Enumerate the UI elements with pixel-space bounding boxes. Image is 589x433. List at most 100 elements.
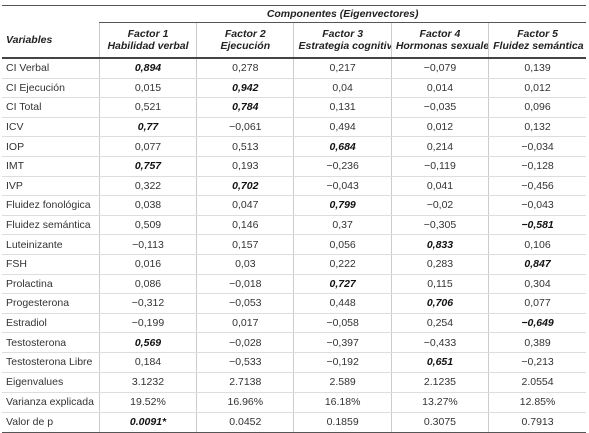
summary-value: 16.18%: [293, 392, 392, 413]
loading-cell: −0,397: [293, 332, 392, 353]
loading-cell: 0,254: [390, 313, 489, 334]
loading-cell: 0,217: [293, 58, 392, 79]
variable-cell: CI Ejecución: [2, 78, 100, 99]
summary-row: Valor de p 0.0091* 0.0452 0.1859 0.3075 0.791…: [2, 412, 586, 433]
table-row: Progesterona −0,312 −0,053 0,448 0,706 0,077: [2, 293, 586, 314]
factor-label: Hormonas sexuales: [395, 40, 489, 52]
factor-label: Habilidad verbal: [107, 40, 189, 52]
loading-cell: −0,649: [488, 313, 586, 334]
loading-cell: 0,04: [293, 78, 392, 99]
loading-cell: 0,322: [98, 176, 197, 197]
loading-cell: −0,053: [196, 293, 294, 314]
loading-cell: −0,034: [488, 136, 586, 157]
loading-cell: 0,157: [196, 234, 294, 255]
loading-cell: 0,702: [196, 176, 294, 197]
table-row: IOP 0,077 0,513 0,684 0,214 −0,034: [2, 136, 586, 157]
variable-cell: FSH: [2, 254, 100, 275]
table-row: Luteinizante −0,113 0,157 0,056 0,833 0,106: [2, 234, 586, 255]
loading-cell: −0,581: [488, 215, 586, 236]
loading-cell: 0,077: [488, 293, 586, 314]
corner: [2, 5, 100, 23]
loading-cell: −0,533: [196, 352, 294, 373]
loading-cell: 0,012: [488, 78, 586, 99]
summary-value: 0.0452: [196, 412, 294, 433]
loading-cell: 0,132: [488, 117, 586, 138]
loading-cell: 0,278: [196, 58, 294, 79]
loading-cell: 0,015: [98, 78, 197, 99]
table-row: FSH 0,016 0,03 0,222 0,283 0,847: [2, 254, 586, 275]
summary-value: 2.7138: [196, 371, 294, 393]
factor-name: Factor 3: [322, 28, 364, 40]
loading-cell: 0,706: [390, 293, 489, 314]
eigenvector-table: Componentes (Eigenvectores) Variables Fac…: [2, 5, 586, 433]
loading-cell: 0,727: [293, 274, 392, 295]
factor-label: Fluidez semántica: [493, 40, 584, 52]
factor-name: Factor 1: [127, 28, 169, 40]
loading-cell: 0,193: [196, 156, 294, 177]
loading-cell: 0,833: [390, 234, 489, 255]
variable-cell: Estradiol: [2, 313, 100, 334]
loading-cell: 0,304: [488, 274, 586, 295]
loading-cell: −0,043: [488, 195, 586, 216]
factor-label: Estrategia cognitiva: [298, 40, 392, 52]
loading-cell: 0,214: [390, 136, 489, 157]
variable-cell: IMT: [2, 156, 100, 177]
loading-cell: 0,784: [196, 97, 294, 118]
loading-cell: −0,018: [196, 274, 294, 295]
loading-cell: 0,041: [390, 176, 489, 197]
loading-cell: 0,131: [293, 97, 392, 118]
loading-cell: 0,047: [196, 195, 294, 216]
loading-cell: 0,799: [293, 195, 392, 216]
variable-cell: Testosterona: [2, 332, 100, 353]
loading-cell: −0,199: [98, 313, 197, 334]
summary-value: 16.96%: [196, 392, 294, 413]
loading-cell: 0,184: [98, 352, 197, 373]
group-header: Componentes (Eigenvectores): [99, 5, 586, 23]
loading-cell: 0,03: [196, 254, 294, 275]
loading-cell: −0,433: [390, 332, 489, 353]
loading-cell: 0,942: [196, 78, 294, 99]
summary-value: 3.1232: [98, 371, 197, 393]
summary-value: 0.1859: [293, 412, 392, 433]
variable-cell: Progesterona: [2, 293, 100, 314]
table-row: CI Ejecución 0,015 0,942 0,04 0,014 0,012: [2, 78, 586, 99]
loading-cell: 0,096: [488, 97, 586, 118]
variable-cell: Fluidez semántica: [2, 215, 100, 236]
variable-cell: CI Verbal: [2, 58, 100, 79]
summary-value: 0.0091*: [98, 412, 197, 433]
factor-name: Factor 4: [419, 28, 461, 40]
loading-cell: 0,014: [390, 78, 489, 99]
summary-label: Eigenvalues: [2, 371, 100, 393]
loading-cell: 0,139: [488, 58, 586, 79]
loading-cell: 0,77: [98, 117, 197, 138]
loading-cell: 0,086: [98, 274, 197, 295]
loading-cell: −0,312: [98, 293, 197, 314]
loading-cell: 0,012: [390, 117, 489, 138]
variable-cell: Prolactina: [2, 274, 100, 295]
table-row: IVP 0,322 0,702 −0,043 0,041 −0,456: [2, 176, 586, 197]
loading-cell: −0,128: [488, 156, 586, 177]
variable-cell: CI Total: [2, 97, 100, 118]
loading-cell: 0,37: [293, 215, 392, 236]
loading-cell: 0,283: [390, 254, 489, 275]
table-row: CI Total 0,521 0,784 0,131 −0,035 0,096: [2, 97, 586, 118]
factor-name: Factor 5: [517, 28, 558, 40]
loading-cell: 0,017: [196, 313, 294, 334]
loading-cell: 0,448: [293, 293, 392, 314]
loading-cell: −0,058: [293, 313, 392, 334]
factor-header: Factor 1 Habilidad verbal: [98, 22, 197, 59]
loading-cell: −0,236: [293, 156, 392, 177]
table-row: Prolactina 0,086 −0,018 0,727 0,115 0,304: [2, 274, 586, 295]
table-row: Testosterona Libre 0,184 −0,533 −0,192 0,651…: [2, 352, 586, 373]
factor-header: Factor 3 Estrategia cognitiva: [293, 22, 392, 59]
loading-cell: 0,222: [293, 254, 392, 275]
loading-cell: 0,894: [98, 58, 197, 79]
summary-row: Eigenvalues 3.1232 2.7138 2.589 2.1235 2.0554: [2, 371, 586, 393]
loading-cell: 0,513: [196, 136, 294, 157]
summary-value: 0.7913: [488, 412, 586, 433]
variable-cell: ICV: [2, 117, 100, 138]
summary-label: Varianza explicada: [2, 392, 100, 413]
loading-cell: −0,028: [196, 332, 294, 353]
factor-header: Factor 5 Fluidez semántica: [488, 22, 586, 59]
loading-cell: 0,077: [98, 136, 197, 157]
